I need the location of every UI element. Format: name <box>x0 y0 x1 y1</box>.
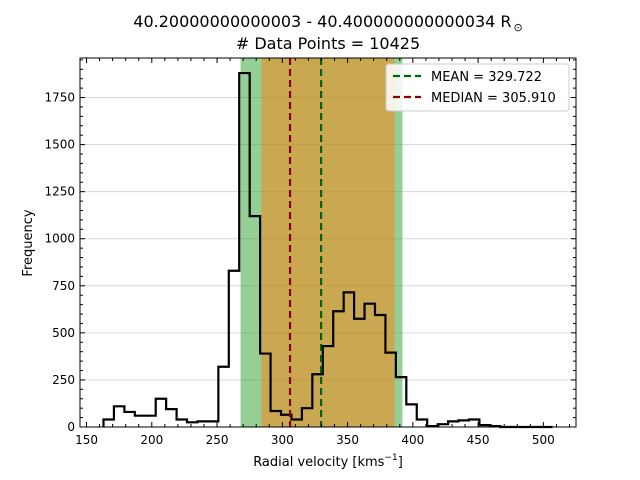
x-tick-label: 250 <box>206 433 229 447</box>
histogram-bin <box>354 319 364 427</box>
histogram-bin <box>323 346 333 427</box>
chart-title: 40.20000000000003 - 40.400000000000034 R… <box>133 12 522 34</box>
histogram-bin <box>166 409 176 427</box>
histogram <box>102 71 553 429</box>
histogram-bin <box>239 73 249 427</box>
x-tick-label: 500 <box>532 433 555 447</box>
y-tick-label: 750 <box>52 279 75 293</box>
histogram-bin <box>260 354 270 427</box>
y-tick-label: 500 <box>52 326 75 340</box>
legend-box <box>385 63 570 112</box>
y-tick-label: 1000 <box>44 232 75 246</box>
orange-span <box>261 58 395 427</box>
histogram-bin <box>250 216 260 427</box>
histogram-bin <box>271 411 281 427</box>
histogram-step-line <box>102 71 553 429</box>
histogram-bin <box>197 421 207 427</box>
x-tick-label: 400 <box>401 433 424 447</box>
histogram-bin <box>291 419 301 427</box>
histogram-bin <box>406 404 416 427</box>
histogram-bin <box>145 416 155 427</box>
plot-frame <box>79 57 577 428</box>
histogram-bin <box>375 315 385 427</box>
legend-label: MEDIAN = 305.910 <box>431 91 556 106</box>
histogram-bin <box>344 292 354 427</box>
reference-lines <box>288 58 323 427</box>
y-tick-label: 250 <box>52 373 75 387</box>
x-tick-label: 200 <box>140 433 163 447</box>
y-tick-label: 0 <box>67 420 75 434</box>
histogram-bin <box>114 406 124 427</box>
chart-subtitle: # Data Points = 10425 <box>236 34 420 53</box>
legend-label: MEAN = 329.722 <box>431 70 542 85</box>
histogram-bin <box>459 420 469 427</box>
histogram-bin <box>135 416 145 427</box>
histogram-bin <box>218 367 228 427</box>
x-tick-label: 300 <box>271 433 294 447</box>
y-tick-label: 1250 <box>44 185 75 199</box>
histogram-bin <box>448 421 458 427</box>
x-axis-ticks: 150 200 250 300 350 400 450 500 <box>75 58 570 447</box>
histogram-bin <box>229 271 239 427</box>
histogram-bin <box>396 377 406 427</box>
y-axis-label: Frequency <box>21 209 36 276</box>
x-tick-label: 350 <box>336 433 359 447</box>
shaded-spans <box>240 58 403 427</box>
histogram-bin <box>385 353 395 427</box>
x-tick-label: 150 <box>75 433 98 447</box>
histogram-bin <box>187 422 197 427</box>
x-axis-label: Radial velocity [kms−1] <box>253 453 403 470</box>
histogram-bin <box>302 408 312 427</box>
histogram-bin <box>156 399 166 427</box>
histogram-bin <box>365 304 375 427</box>
histogram-bin <box>333 311 343 427</box>
x-tick-label: 450 <box>467 433 490 447</box>
y-tick-label: 1750 <box>44 91 75 105</box>
legend: MEAN = 329.722 MEDIAN = 305.910 <box>385 63 570 112</box>
y-tick-label: 1500 <box>44 138 75 152</box>
y-axis-ticks: 0 250 500 750 1000 1250 1500 1750 <box>44 59 576 434</box>
